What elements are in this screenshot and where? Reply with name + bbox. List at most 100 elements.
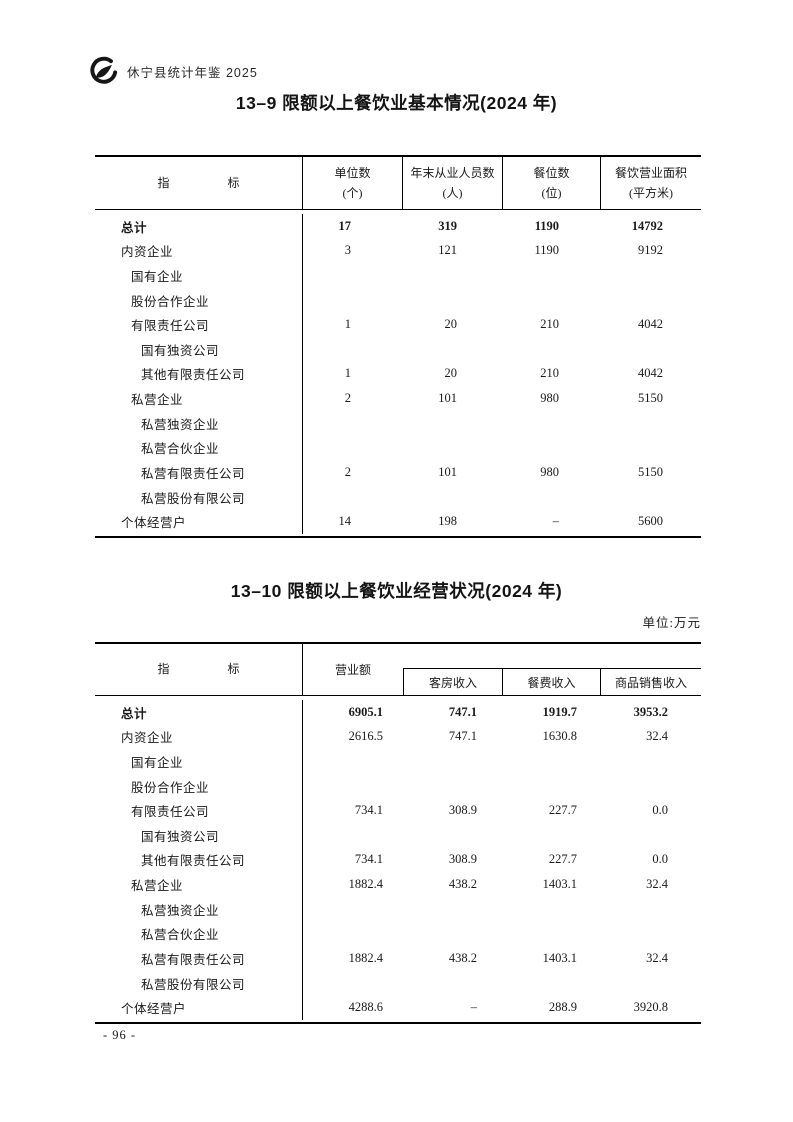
row-value: 1190 [534,243,559,258]
row-indicator-label: 个体经营户 [95,995,303,1020]
row-value: 1190 [534,218,559,233]
row-value: 210 [540,317,559,332]
table-row: 内资企业 2616.5 747.1 1630.8 32.4 [95,724,701,750]
row-value: 288.9 [548,1000,577,1015]
row-value: 747.1 [448,729,477,744]
row-indicator-label: 私营合伙企业 [95,435,303,461]
row-indicator-label: 个体经营户 [95,509,303,534]
header-line: (平方米) [629,186,673,200]
row-indicator-label: 总计 [95,214,303,239]
row-value: 3 [344,243,351,258]
table2-body: 总计 6905.1 747.1 1919.7 3953.2 内资企业 2616.5 747.1… [95,696,701,1020]
table-row: 国有企业 [95,263,701,288]
table-row: 私营有限责任公司 2 101 980 5150 [95,460,701,485]
row-indicator-label: 国有企业 [95,263,303,288]
header-indicator-char1: 指 [157,662,170,677]
row-value: 734.1 [354,803,383,818]
row-value: 5150 [638,464,663,479]
header-line: 年末从业人员数 [410,165,495,180]
table-row: 私营合伙企业 [95,921,701,947]
row-value: 5600 [638,514,663,529]
row-value: 438.2 [448,877,477,892]
row-indicator-label: 私营独资企业 [95,410,303,436]
row-indicator-label: 总计 [95,700,303,725]
row-value: 9192 [638,243,663,258]
row-indicator-label: 私营独资企业 [95,896,303,922]
row-indicator-label: 国有独资公司 [95,337,303,362]
unit-note: 单位:万元 [642,616,701,630]
row-value: 0.0 [652,803,668,818]
row-value: 5150 [638,391,663,406]
row-indicator-label: 内资企业 [95,238,303,264]
table-row: 其他有限责任公司 734.1 308.9 227.7 0.0 [95,847,701,873]
row-value: 101 [438,391,457,406]
table1-header-row: 指 标 单位数 (个) 年末从业人员数 (人) 餐位数 (位) 餐饮营业面积 (… [95,157,701,210]
table-row: 有限责任公司 1 20 210 4042 [95,312,701,338]
row-indicator-label: 私营有限责任公司 [95,946,303,971]
header-indicator: 指 标 [95,157,303,209]
table-row: 国有企业 [95,749,701,774]
header-subcolumn-box: 客房收入 餐费收入 商品销售收入 [403,668,701,695]
row-value: 1 [344,366,351,381]
table-row: 有限责任公司 734.1 308.9 227.7 0.0 [95,798,701,824]
row-value: 101 [438,464,457,479]
header-goods-income: 商品销售收入 [614,675,687,690]
header-line: 单位数 [334,165,371,180]
table-row: 私营独资企业 [95,410,701,436]
table1-body: 总计 17 319 1190 14792 内资企业 3 121 1190 9192 国有企业 股份合作… [95,210,701,534]
row-value: – [552,514,559,529]
table-row: 私营企业 1882.4 438.2 1403.1 32.4 [95,872,701,897]
page-header: 休宁县统计年鉴 2025 [88,56,258,86]
row-value: – [470,1000,477,1015]
header-turnover: 营业额 [334,663,371,677]
row-value: 2 [344,391,351,406]
table-row: 股份合作企业 [95,773,701,799]
row-value: 32.4 [646,950,668,965]
row-indicator-label: 其他有限责任公司 [95,847,303,873]
table-row: 私营合伙企业 [95,435,701,461]
row-value: 17 [338,218,352,233]
row-indicator-label: 私营企业 [95,386,303,411]
row-indicator-label: 股份合作企业 [95,773,303,799]
row-value: 4042 [638,366,663,381]
table-row: 内资企业 3 121 1190 9192 [95,238,701,264]
table1-title: 13–9 限额以上餐饮业基本情况(2024 年) [235,93,558,113]
header-line: 餐位数 [533,165,570,180]
row-indicator-label: 私营股份有限公司 [95,484,303,510]
row-indicator-label: 有限责任公司 [95,798,303,824]
row-value: 6905.1 [348,704,383,719]
row-value: 3953.2 [633,704,668,719]
row-value: 1630.8 [542,729,577,744]
header-line: 餐饮营业面积 [614,165,687,180]
header-line: (人) [442,186,463,200]
row-value: 734.1 [354,852,383,867]
header-indicator-char1: 指 [157,175,170,190]
row-indicator-label: 其他有限责任公司 [95,361,303,387]
row-value: 14792 [631,218,663,233]
header-meal-income: 餐费收入 [503,669,601,695]
row-value: 14 [338,514,352,529]
row-value: 980 [540,391,559,406]
page-number: - 96 - [103,1028,137,1042]
table-row: 总计 6905.1 747.1 1919.7 3953.2 [95,700,701,725]
table-basic-conditions: 指 标 单位数 (个) 年末从业人员数 (人) 餐位数 (位) 餐饮营业面积 (… [95,155,701,538]
header-indicator-char2: 标 [227,662,240,677]
row-value: 20 [444,366,458,381]
row-indicator-label: 国有企业 [95,749,303,774]
row-value: 1403.1 [542,877,577,892]
row-value: 198 [438,514,457,529]
row-value: 747.1 [448,704,477,719]
row-indicator-label: 股份合作企业 [95,287,303,313]
row-value: 4042 [638,317,663,332]
table-row: 私营有限责任公司 1882.4 438.2 1403.1 32.4 [95,946,701,971]
header-room-income: 客房收入 [404,669,503,695]
row-value: 3920.8 [633,1000,668,1015]
header-units-count: 单位数 (个) [303,157,403,209]
row-indicator-label: 内资企业 [95,724,303,750]
row-indicator-label: 私营有限责任公司 [95,460,303,485]
table-row: 私营股份有限公司 [95,484,701,510]
table-row: 私营独资企业 [95,896,701,922]
table2-title: 13–10 限额以上餐饮业经营状况(2024 年) [230,581,563,601]
yearbook-logo-icon [90,56,118,84]
